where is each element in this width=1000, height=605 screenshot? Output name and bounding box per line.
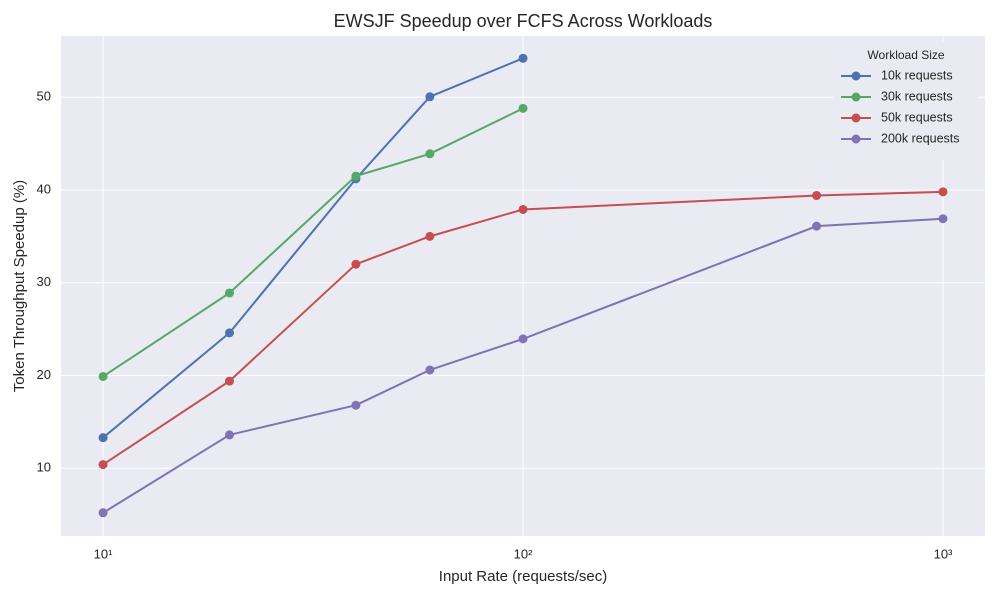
- data-point: [425, 92, 435, 102]
- data-point: [224, 376, 234, 386]
- legend-box: [833, 42, 979, 160]
- data-point: [351, 259, 361, 269]
- x-tick-label: 10¹: [94, 546, 113, 561]
- chart-title: EWSJF Speedup over FCFS Across Workloads: [334, 11, 713, 31]
- data-point: [351, 171, 361, 181]
- x-tick-label: 10³: [934, 546, 953, 561]
- data-point: [518, 103, 528, 113]
- data-point: [425, 231, 435, 241]
- legend-label: 200k requests: [881, 131, 960, 145]
- data-point: [938, 187, 948, 197]
- legend-marker: [851, 134, 861, 144]
- legend-marker: [851, 113, 861, 123]
- legend-label: 10k requests: [881, 68, 953, 82]
- data-point: [224, 328, 234, 338]
- data-point: [224, 430, 234, 440]
- data-point: [518, 334, 528, 344]
- legend: Workload Size 10k requests 30k requests 50k…: [833, 42, 979, 160]
- data-point: [98, 433, 108, 443]
- data-point: [812, 221, 822, 231]
- x-axis-label: Input Rate (requests/sec): [439, 568, 607, 585]
- y-tick-label: 30: [37, 274, 51, 289]
- y-tick-label: 10: [37, 460, 51, 475]
- y-tick-label: 20: [37, 367, 51, 382]
- legend-marker: [851, 71, 861, 81]
- data-point: [425, 365, 435, 375]
- data-point: [98, 460, 108, 470]
- y-axis-label: Token Throughput Speedup (%): [11, 180, 28, 392]
- y-tick-label: 50: [37, 89, 51, 104]
- legend-label: 30k requests: [881, 89, 953, 103]
- lines: [98, 53, 948, 518]
- data-point: [224, 288, 234, 298]
- data-point: [518, 53, 528, 63]
- data-point: [938, 214, 948, 224]
- data-point: [351, 400, 361, 410]
- data-point: [518, 204, 528, 214]
- data-point: [98, 508, 108, 518]
- x-tick-label: 10²: [514, 546, 533, 561]
- legend-marker: [851, 92, 861, 102]
- legend-label: 50k requests: [881, 110, 953, 124]
- y-tick-label: 40: [37, 181, 51, 196]
- data-point: [425, 149, 435, 159]
- data-point: [98, 371, 108, 381]
- data-point: [812, 191, 822, 201]
- legend-title: Workload Size: [867, 48, 944, 62]
